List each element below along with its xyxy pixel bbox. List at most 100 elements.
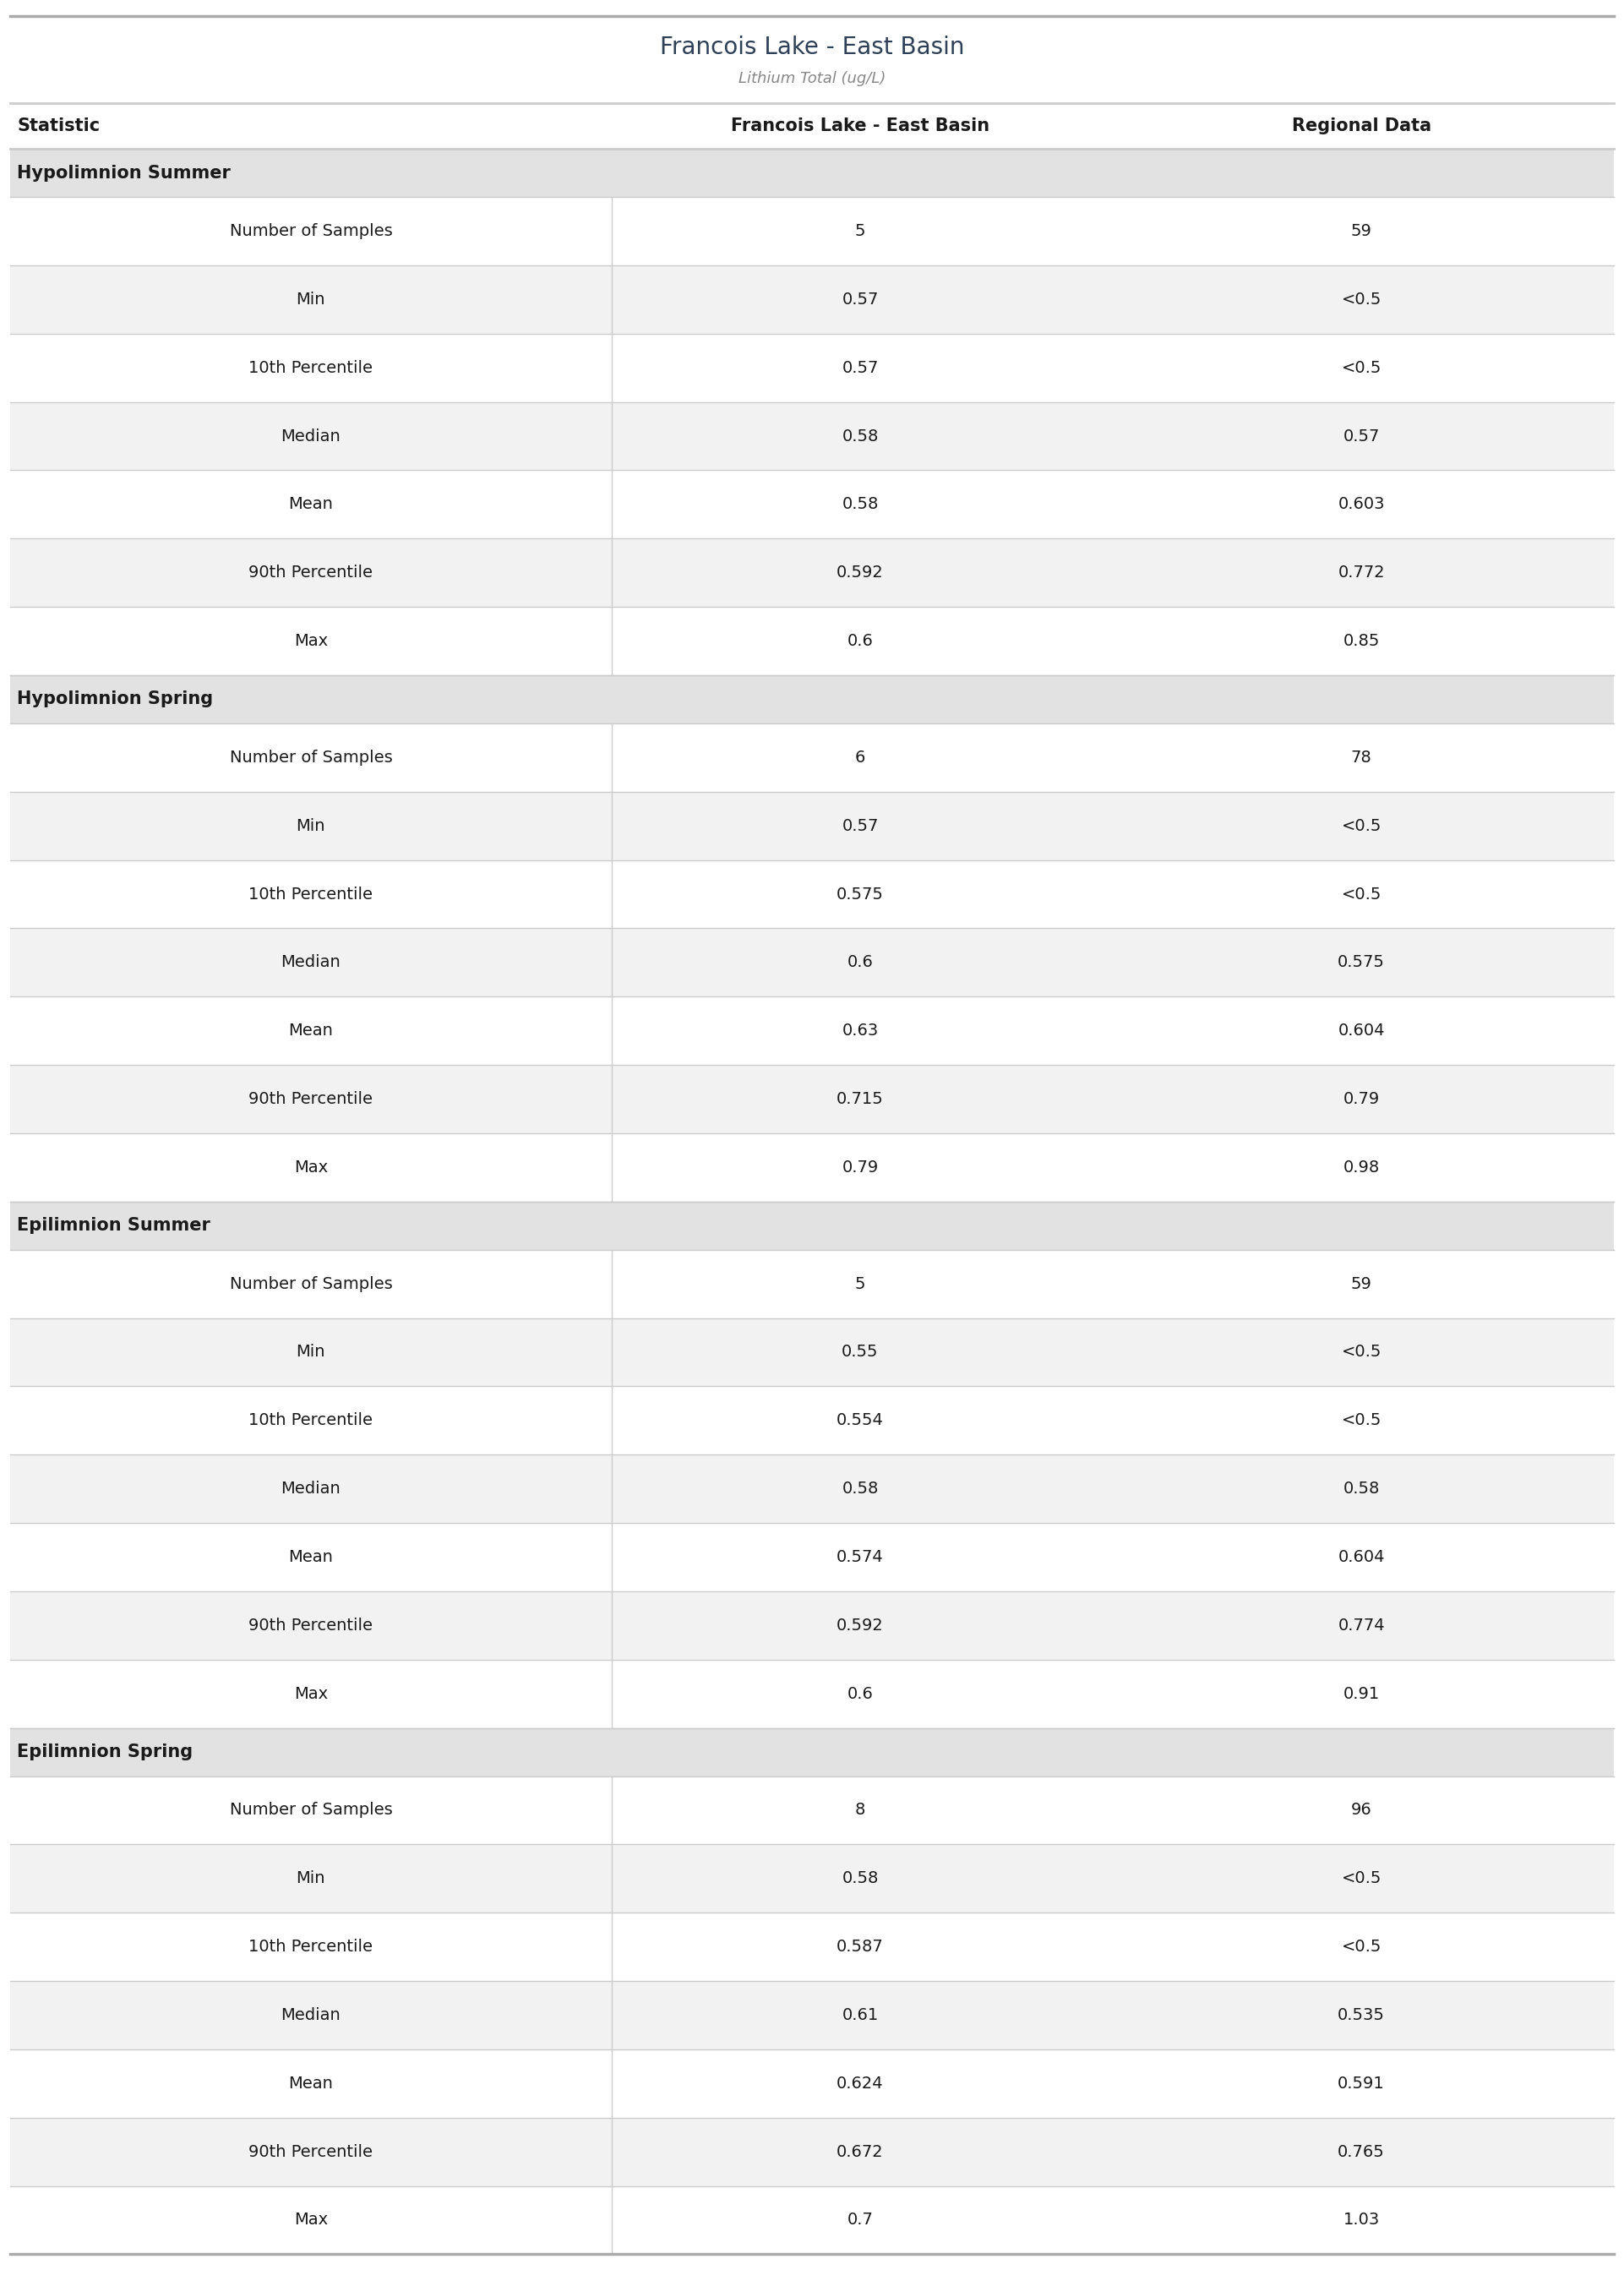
- Text: 0.91: 0.91: [1343, 1687, 1379, 1702]
- Text: Max: Max: [294, 1687, 328, 1702]
- Text: 0.7: 0.7: [848, 2211, 874, 2229]
- Bar: [10, 1251, 1614, 1319]
- Text: 0.98: 0.98: [1343, 1160, 1379, 1176]
- Text: 0.58: 0.58: [841, 497, 879, 513]
- Text: <0.5: <0.5: [1341, 1870, 1382, 1886]
- Text: Min: Min: [296, 291, 325, 306]
- Bar: [10, 1455, 1614, 1523]
- Text: Median: Median: [281, 429, 341, 445]
- Text: 0.604: 0.604: [1338, 1548, 1385, 1564]
- Text: 0.58: 0.58: [841, 1480, 879, 1496]
- Bar: [10, 538, 1614, 606]
- Text: Max: Max: [294, 633, 328, 649]
- Bar: [10, 104, 1614, 150]
- Bar: [10, 674, 1614, 724]
- Text: 5: 5: [854, 1276, 866, 1292]
- Text: Number of Samples: Number of Samples: [229, 749, 393, 765]
- Text: 0.587: 0.587: [836, 1939, 883, 1954]
- Text: Number of Samples: Number of Samples: [229, 1276, 393, 1292]
- Text: 0.79: 0.79: [1343, 1092, 1379, 1108]
- Bar: [10, 1387, 1614, 1455]
- Text: 0.591: 0.591: [1338, 2075, 1385, 2091]
- Text: 0.57: 0.57: [841, 361, 879, 377]
- Bar: [10, 197, 1614, 266]
- Text: 0.79: 0.79: [841, 1160, 879, 1176]
- Bar: [10, 860, 1614, 928]
- Text: 0.6: 0.6: [848, 633, 874, 649]
- Text: Min: Min: [296, 1344, 325, 1360]
- Text: Epilimnion Summer: Epilimnion Summer: [16, 1217, 209, 1235]
- Text: 59: 59: [1351, 222, 1372, 238]
- Text: <0.5: <0.5: [1341, 885, 1382, 901]
- Text: 90th Percentile: 90th Percentile: [248, 1092, 374, 1108]
- Text: 1.03: 1.03: [1343, 2211, 1379, 2229]
- Bar: [10, 792, 1614, 860]
- Bar: [10, 724, 1614, 792]
- Bar: [10, 1914, 1614, 1982]
- Bar: [10, 997, 1614, 1065]
- Bar: [10, 2118, 1614, 2186]
- Text: <0.5: <0.5: [1341, 1412, 1382, 1428]
- Text: 0.57: 0.57: [841, 291, 879, 306]
- Text: <0.5: <0.5: [1341, 361, 1382, 377]
- Text: Median: Median: [281, 953, 341, 972]
- Bar: [10, 470, 1614, 538]
- Bar: [10, 1523, 1614, 1591]
- Text: Francois Lake - East Basin: Francois Lake - East Basin: [659, 36, 965, 59]
- Text: 0.61: 0.61: [841, 2007, 879, 2023]
- Text: 0.58: 0.58: [1343, 1480, 1380, 1496]
- Text: 0.603: 0.603: [1338, 497, 1385, 513]
- Bar: [10, 2186, 1614, 2254]
- Text: 90th Percentile: 90th Percentile: [248, 2143, 374, 2159]
- Text: 0.535: 0.535: [1338, 2007, 1385, 2023]
- Text: 90th Percentile: 90th Percentile: [248, 1619, 374, 1634]
- Bar: [10, 1982, 1614, 2050]
- Bar: [10, 1846, 1614, 1914]
- Bar: [10, 1659, 1614, 1727]
- Text: 0.57: 0.57: [841, 817, 879, 833]
- Text: 0.554: 0.554: [836, 1412, 883, 1428]
- Text: Mean: Mean: [289, 1024, 333, 1040]
- Bar: [10, 1201, 1614, 1251]
- Text: Median: Median: [281, 1480, 341, 1496]
- Text: 0.774: 0.774: [1338, 1619, 1385, 1634]
- Text: 0.6: 0.6: [848, 953, 874, 972]
- Text: 0.63: 0.63: [841, 1024, 879, 1040]
- Text: <0.5: <0.5: [1341, 1344, 1382, 1360]
- Text: 0.58: 0.58: [841, 429, 879, 445]
- Text: 0.6: 0.6: [848, 1687, 874, 1702]
- Bar: [10, 1775, 1614, 1846]
- Text: Lithium Total (ug/L): Lithium Total (ug/L): [739, 70, 885, 86]
- Text: 0.592: 0.592: [836, 1619, 883, 1634]
- Text: Statistic: Statistic: [16, 118, 99, 134]
- Text: Mean: Mean: [289, 2075, 333, 2091]
- Bar: [10, 16, 1614, 104]
- Text: 0.575: 0.575: [836, 885, 883, 901]
- Text: Mean: Mean: [289, 497, 333, 513]
- Text: Number of Samples: Number of Samples: [229, 1802, 393, 1818]
- Text: 10th Percentile: 10th Percentile: [248, 361, 374, 377]
- Text: Max: Max: [294, 2211, 328, 2229]
- Text: Hypolimnion Summer: Hypolimnion Summer: [16, 163, 231, 182]
- Text: Min: Min: [296, 817, 325, 833]
- Bar: [10, 1591, 1614, 1659]
- Text: 0.604: 0.604: [1338, 1024, 1385, 1040]
- Text: 0.715: 0.715: [836, 1092, 883, 1108]
- Text: 0.672: 0.672: [836, 2143, 883, 2159]
- Text: 0.58: 0.58: [841, 1870, 879, 1886]
- Text: 0.575: 0.575: [1338, 953, 1385, 972]
- Text: 0.624: 0.624: [836, 2075, 883, 2091]
- Text: <0.5: <0.5: [1341, 817, 1382, 833]
- Text: 96: 96: [1351, 1802, 1372, 1818]
- Text: Epilimnion Spring: Epilimnion Spring: [16, 1743, 193, 1762]
- Text: 10th Percentile: 10th Percentile: [248, 1939, 374, 1954]
- Text: Mean: Mean: [289, 1548, 333, 1564]
- Bar: [10, 402, 1614, 470]
- Bar: [10, 266, 1614, 334]
- Text: 0.772: 0.772: [1338, 565, 1385, 581]
- Bar: [10, 1319, 1614, 1387]
- Text: <0.5: <0.5: [1341, 291, 1382, 306]
- Text: 59: 59: [1351, 1276, 1372, 1292]
- Text: 90th Percentile: 90th Percentile: [248, 565, 374, 581]
- Text: 10th Percentile: 10th Percentile: [248, 1412, 374, 1428]
